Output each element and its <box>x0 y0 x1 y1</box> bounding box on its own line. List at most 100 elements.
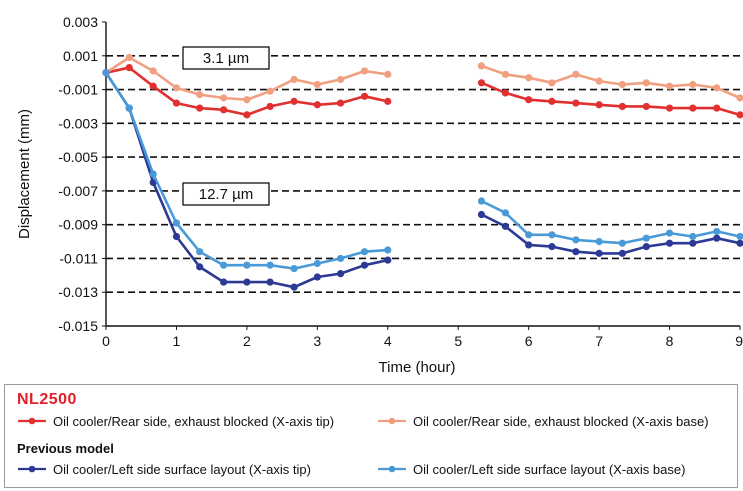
series-2-point <box>548 243 556 251</box>
y-axis-label: Displacement (mm) <box>16 109 33 239</box>
series-3-point <box>642 234 650 242</box>
x-tick-label: 7 <box>595 333 603 349</box>
y-tick-label: -0.009 <box>58 217 98 233</box>
series-1-point <box>736 94 743 102</box>
x-tick-label: 3 <box>313 333 321 349</box>
series-1-line-1 <box>481 64 741 100</box>
series-3-point <box>102 69 110 77</box>
legend-swatch-2 <box>18 465 46 473</box>
y-tick-label: -0.013 <box>58 284 98 300</box>
series-0-point <box>572 99 580 107</box>
series-0-point <box>618 102 626 111</box>
series-1-point <box>220 94 228 102</box>
series-2-point <box>384 256 392 264</box>
series-2-point <box>336 270 345 278</box>
series-0-point <box>313 101 321 109</box>
series-2-line-1 <box>480 213 741 255</box>
legend-swatch-3 <box>378 465 406 473</box>
series-0-point <box>384 97 392 105</box>
legend-group-previous-model: Previous model <box>17 441 114 456</box>
series-1-point <box>243 96 251 104</box>
series-3-point <box>595 237 603 246</box>
series-2-point <box>290 283 298 291</box>
series-2-point <box>572 248 580 256</box>
series-1-point <box>595 77 603 85</box>
series-0-point <box>336 99 345 107</box>
series-3-point <box>196 248 204 256</box>
legend-swatch-0 <box>18 417 46 425</box>
y-tick-label: -0.011 <box>59 250 98 266</box>
series-0-point <box>172 99 181 107</box>
series-3-point <box>360 248 369 256</box>
series-1-point <box>525 74 533 82</box>
x-tick-label: 1 <box>173 333 181 349</box>
series-3-point <box>125 104 133 112</box>
series-0-point <box>196 104 204 112</box>
x-tick-label: 9 <box>735 333 743 349</box>
series-2-point <box>736 239 743 247</box>
series-0-point <box>548 97 556 105</box>
series-2-point <box>642 243 650 251</box>
y-tick-label: 0.003 <box>63 14 98 30</box>
series-1-point <box>713 84 721 92</box>
series-3-point <box>149 170 157 178</box>
series-2-point <box>501 222 510 230</box>
series-3-point <box>736 232 743 241</box>
series-0-point <box>243 111 251 119</box>
series-0-point <box>689 104 697 112</box>
annotation-label-0: 3.1 µm <box>203 50 249 67</box>
series-1-point <box>384 70 392 78</box>
annotation-label-1: 12.7 µm <box>199 186 254 203</box>
series-2-point <box>196 263 204 271</box>
y-tick-label: -0.001 <box>58 82 98 98</box>
series-3-point <box>172 219 181 227</box>
series-1-point <box>149 67 157 75</box>
series-3-point <box>713 227 721 236</box>
series-0-point <box>525 96 533 104</box>
series-3-point <box>336 254 345 263</box>
series-3-point <box>548 231 556 239</box>
series-0-point <box>665 104 674 112</box>
chart: 0.003 0.001 -0.001 -0.003 -0.005 -0.007 -0.009… <box>16 14 743 376</box>
series-0-point <box>736 111 743 119</box>
series-2-point <box>595 249 603 257</box>
legend-label-3: Oil cooler/Left side surface layout (X-a… <box>413 461 686 477</box>
legend-group-nl2500: NL2500 <box>17 391 77 408</box>
series-1-point <box>266 87 274 95</box>
series-2-point <box>665 239 674 247</box>
legend-item-3: Oil cooler/Left side surface layout (X-a… <box>377 461 685 477</box>
series-0-point <box>642 102 650 111</box>
series-0-point <box>713 104 721 112</box>
y-tick-label: -0.015 <box>58 318 98 334</box>
series-3-point <box>618 239 626 247</box>
line-chart: 0.003 0.001 -0.001 -0.003 -0.005 -0.007 -0.009… <box>16 14 743 376</box>
series-3-point <box>290 264 298 273</box>
legend-item-2: Oil cooler/Left side surface layout (X-a… <box>17 461 311 477</box>
series-1-point <box>360 67 369 75</box>
series-1-point <box>572 70 580 78</box>
series-1-point <box>336 75 345 84</box>
legend-label-1: Oil cooler/Rear side, exhaust blocked (X… <box>413 413 709 429</box>
x-tick-label: 6 <box>525 333 533 349</box>
series-3-point <box>266 261 274 269</box>
series-3-point <box>384 246 392 254</box>
series-1-point <box>501 70 510 78</box>
series-3-point <box>220 261 228 269</box>
legend-swatch-1 <box>378 417 406 425</box>
series-1-point <box>642 79 650 87</box>
x-tick-label: 2 <box>243 333 251 349</box>
series-0-point <box>125 64 133 72</box>
series-3-point <box>572 236 580 244</box>
series-2-point <box>618 249 626 257</box>
series-3-point <box>665 229 674 237</box>
series-1-point <box>689 80 697 89</box>
series-3-point <box>477 197 486 205</box>
series-1-point <box>477 62 486 70</box>
series-0-point <box>360 92 369 100</box>
series-0-point <box>220 106 228 114</box>
series-1-point <box>665 82 674 90</box>
series-2-point <box>220 278 228 286</box>
series-3-point <box>313 259 321 268</box>
series-2-point <box>266 278 274 286</box>
series-2-point <box>477 210 486 219</box>
